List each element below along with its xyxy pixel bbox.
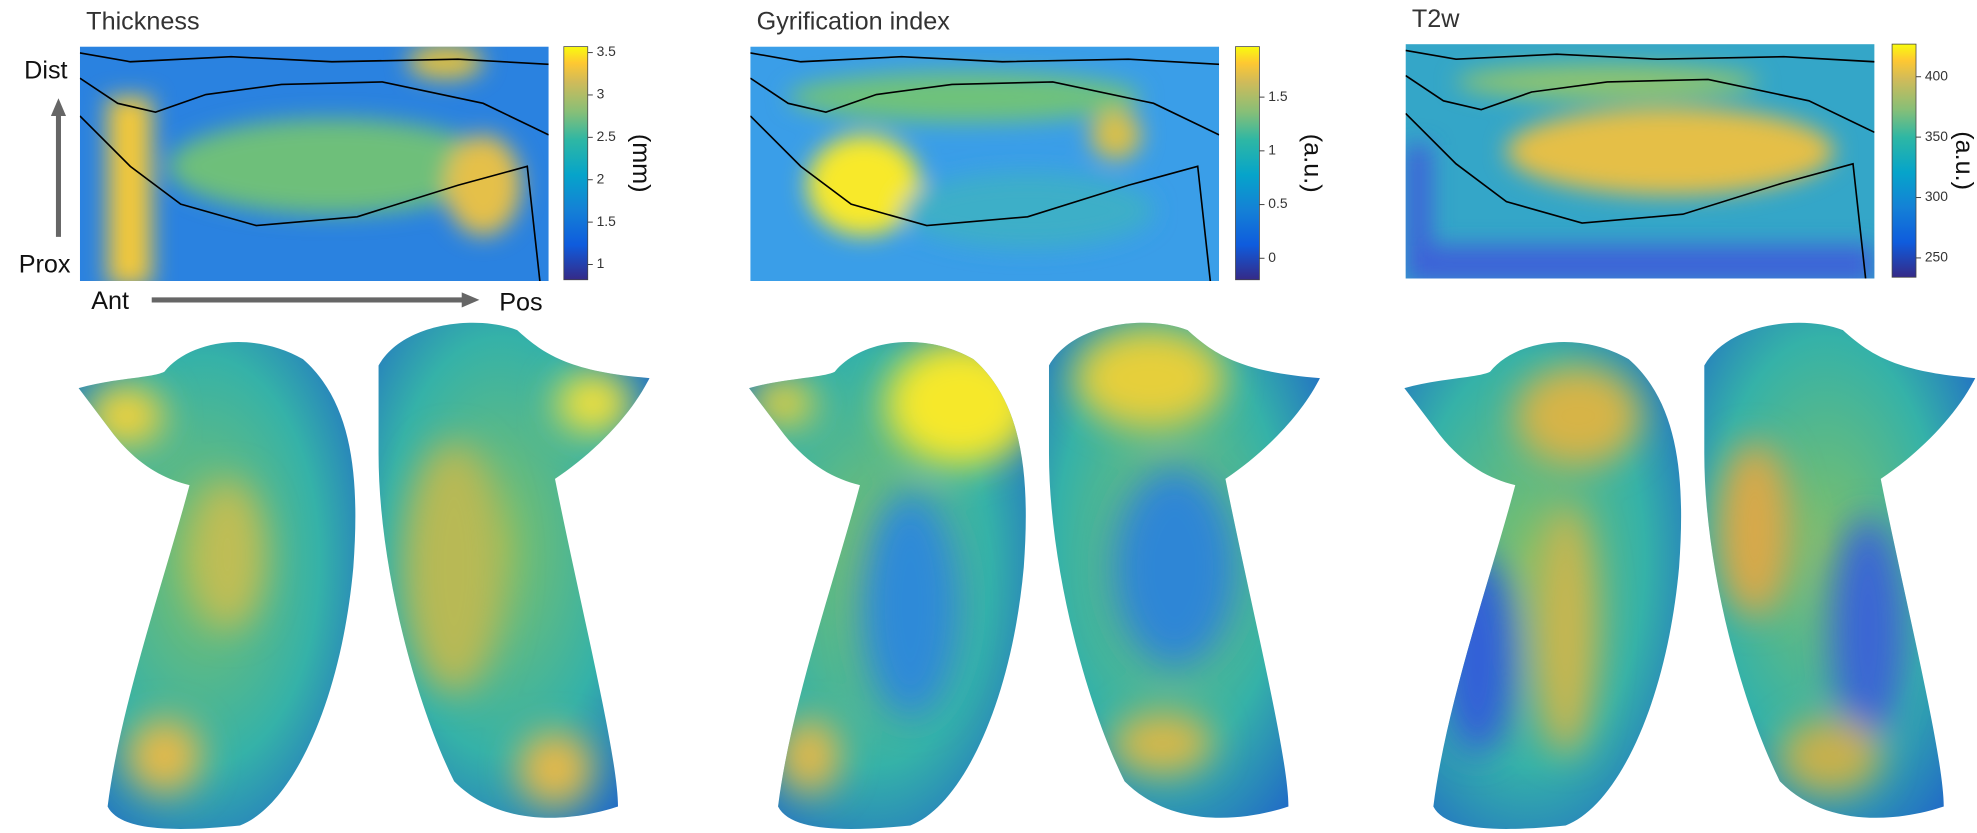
colorbar-unit: (a.u.): [1950, 131, 1977, 190]
colorbar-tick-label: 300: [1925, 188, 1948, 204]
colorbar-tick-label: 3.5: [597, 43, 617, 59]
colorbar-tick-label: 250: [1925, 249, 1948, 265]
surface-renders: [79, 323, 1976, 829]
heatmap: [750, 47, 1219, 281]
colorbar-tick-label: 2: [597, 170, 605, 186]
colorbar-tick-label: 0: [1268, 249, 1276, 265]
panel-title: Thickness: [86, 7, 199, 35]
colorbar-unit: (mm): [627, 134, 655, 193]
figure: Dist Prox Ant Pos Thickness 1 1.5 2 2.5 3 3.5 (…: [0, 0, 1977, 833]
arrow-head: [462, 292, 480, 307]
colorbar-tick-label: 1: [1268, 141, 1276, 157]
colorbar-tick-label: 350: [1925, 128, 1948, 144]
colorbar-tick-label: 1: [597, 255, 605, 271]
panel-title: T2w: [1412, 5, 1460, 33]
axis-label: Prox: [19, 251, 71, 279]
colorbar-tick-label: 1.5: [1268, 88, 1288, 104]
panel-title: Gyrification index: [757, 7, 951, 35]
axis-label: Ant: [91, 287, 129, 315]
colorbar: [1236, 47, 1260, 280]
colorbar-unit: (a.u.): [1298, 134, 1326, 193]
colorbar-tick-label: 1.5: [597, 213, 617, 229]
colorbar-tick-label: 2.5: [597, 128, 617, 144]
colorbar: [564, 47, 588, 280]
heatmap: [1406, 44, 1875, 283]
axis-label: Dist: [24, 56, 67, 84]
axis-label: Pos: [499, 288, 542, 316]
arrow-head: [51, 98, 66, 116]
colorbar-tick-label: 3: [597, 86, 605, 102]
colorbar: [1892, 44, 1916, 277]
heatmap: [80, 44, 549, 286]
colorbar-tick-label: 400: [1925, 67, 1948, 83]
colorbar-tick-label: 0.5: [1268, 195, 1288, 211]
